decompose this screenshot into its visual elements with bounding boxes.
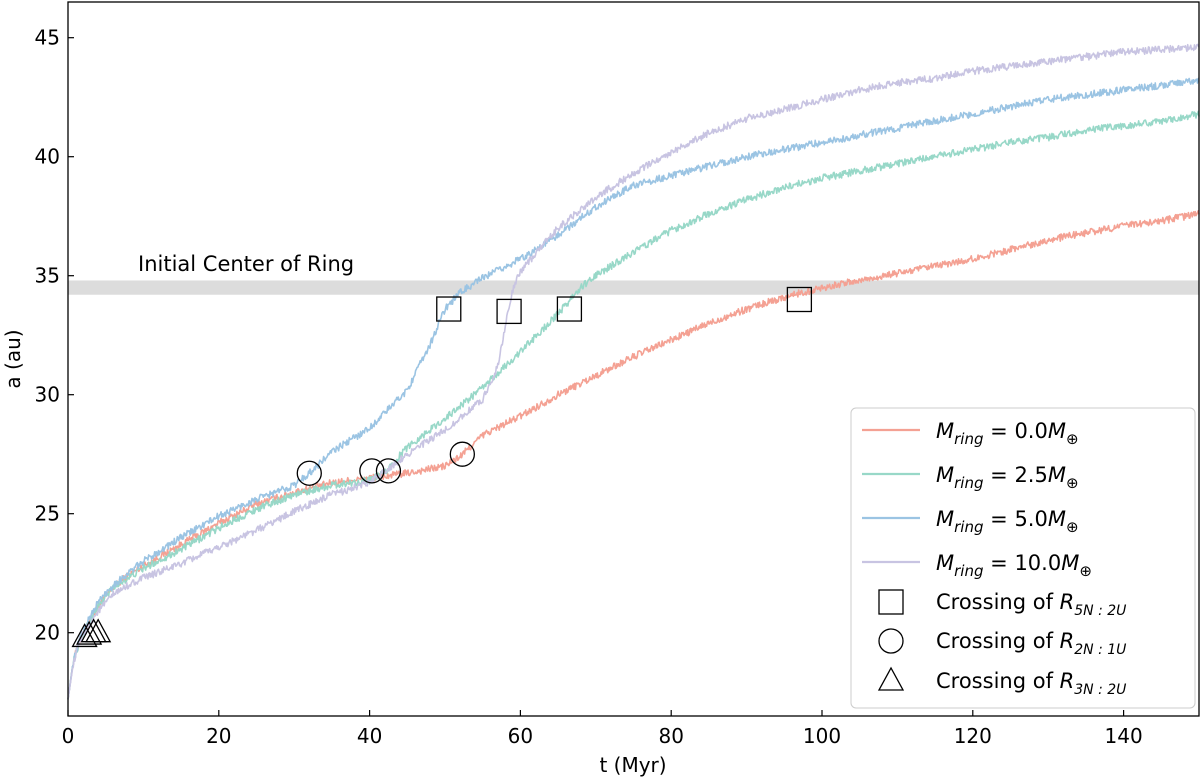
y-tick-label: 20 [35, 621, 60, 645]
legend-label-2: Mring = 5.0M⊕ [936, 507, 1079, 536]
x-tick-label: 100 [803, 724, 841, 748]
x-axis-label: t (Myr) [599, 753, 666, 777]
y-tick-label: 35 [35, 264, 60, 288]
square-marker [436, 296, 462, 322]
legend-box [850, 407, 1196, 709]
triangle-marker [71, 623, 98, 648]
circle-marker [449, 441, 475, 467]
plot-frame [67, 1, 1200, 717]
x-tick-label: 60 [508, 724, 533, 748]
x-tick-label: 80 [658, 724, 683, 748]
x-tick-label: 40 [357, 724, 382, 748]
legend-marker-label-2: Crossing of R3N : 2U [936, 669, 1126, 698]
legend: Mring = 0.0M⊕ Mring = 2.5M⊕ Mring = 5.0M⊕ M… [850, 407, 1196, 709]
square-marker [496, 298, 522, 325]
series-line-2 [67, 77, 1200, 700]
y-axis-label: a (au) [1, 329, 25, 388]
legend-square-icon [878, 589, 904, 615]
series-line-1 [67, 110, 1200, 700]
ring-band [68, 280, 1199, 295]
circle-marker [359, 458, 385, 484]
series-line-3 [67, 43, 1200, 700]
x-tick-label: 20 [206, 724, 231, 748]
legend-triangle-icon [877, 666, 905, 691]
circle-marker [375, 458, 402, 484]
y-tick-label: 45 [35, 26, 60, 50]
y-tick-label: 25 [35, 502, 60, 526]
square-marker [556, 296, 583, 322]
ring-label: Initial Center of Ring [138, 252, 354, 276]
triangle-marker [76, 620, 103, 645]
legend-label-3: Mring = 10.0M⊕ [936, 551, 1092, 580]
x-tick-label: 120 [954, 724, 992, 748]
legend-circle-icon [878, 628, 904, 654]
series-line-0 [67, 209, 1200, 700]
legend-marker-label-1: Crossing of R2N : 1U [936, 629, 1126, 658]
y-tick-label: 30 [35, 383, 60, 407]
square-marker [786, 286, 813, 313]
legend-label-1: Mring = 2.5M⊕ [936, 463, 1079, 492]
circle-marker [296, 460, 322, 486]
y-tick-label: 40 [35, 145, 60, 169]
x-tick-label: 0 [62, 724, 75, 748]
triangle-marker [85, 618, 112, 643]
x-tick-label: 140 [1105, 724, 1143, 748]
legend-label-0: Mring = 0.0M⊕ [936, 419, 1079, 448]
legend-marker-label-0: Crossing of R5N : 2U [936, 590, 1126, 619]
